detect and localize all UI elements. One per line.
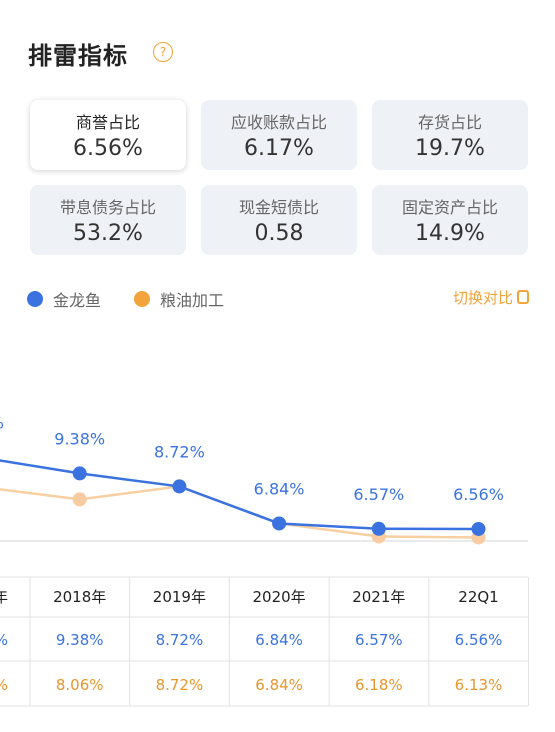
table-header: 2021年 — [352, 588, 405, 606]
table-cell: 6.56% — [455, 631, 503, 649]
table-header: 2020年 — [253, 588, 306, 606]
data-label: 8.72% — [154, 442, 205, 461]
data-label: 6.57% — [353, 485, 404, 504]
switch-button[interactable]: 切换对比 — [452, 289, 513, 307]
card-label: 现金短债比 — [238, 198, 319, 217]
legend-item[interactable]: 金龙鱼 — [27, 287, 101, 311]
card-label: 带息债务占比 — [59, 198, 156, 217]
data-label: 6.84% — [254, 479, 305, 498]
metric-card[interactable]: 固定资产占比 14.9% — [372, 185, 528, 255]
card-label: 固定资产占比 — [401, 198, 498, 217]
table-cell: 9.38% — [56, 631, 104, 649]
data-point — [272, 516, 287, 531]
data-point — [72, 492, 87, 507]
card-value: 0.58 — [254, 221, 304, 246]
data-point — [172, 479, 187, 494]
card-value: 6.56% — [73, 136, 143, 161]
table-cell: 6.84% — [255, 676, 303, 694]
table-cell: 8.72% — [156, 631, 204, 649]
table-cell: 6.84% — [255, 631, 303, 649]
table-cell: 8.06% — [56, 676, 104, 694]
metric-card[interactable]: 应收账款占比 6.17% — [201, 100, 357, 170]
data-point — [371, 521, 386, 536]
switch-icon[interactable] — [517, 290, 529, 304]
data-label: % — [0, 413, 4, 432]
metric-card[interactable]: 现金短债比 0.58 — [201, 185, 357, 255]
data-point — [371, 529, 386, 544]
legend-item[interactable]: 粮油加工 — [134, 287, 224, 311]
help-icon[interactable]: ? — [153, 42, 173, 62]
table-header: 22Q1 — [458, 588, 498, 606]
data-point — [72, 466, 87, 481]
data-point — [471, 530, 486, 545]
metric-card[interactable]: 商誉占比 6.56% — [30, 100, 186, 170]
table-cell: % — [0, 676, 8, 694]
metric-card[interactable]: 存货占比 19.7% — [372, 100, 528, 170]
legend-label: 粮油加工 — [160, 291, 225, 310]
legend-label: 金龙鱼 — [53, 291, 102, 310]
series-line — [0, 485, 479, 539]
card-value: 14.9% — [415, 221, 485, 246]
table-header: 2019年 — [153, 588, 206, 606]
legend-dot — [134, 291, 150, 307]
page-title: 排雷指标 — [28, 42, 128, 70]
card-label: 存货占比 — [417, 113, 482, 132]
table-header: 年 — [0, 588, 8, 606]
table-cell: 6.13% — [455, 676, 503, 694]
data-label: 9.38% — [54, 429, 105, 448]
data-label: 6.56% — [453, 485, 504, 504]
table-cell: 6.57% — [355, 631, 403, 649]
metric-card[interactable]: 带息债务占比 53.2% — [30, 185, 186, 255]
series-line — [0, 459, 479, 531]
table-cell: % — [0, 631, 8, 649]
data-point — [471, 521, 486, 536]
card-value: 53.2% — [73, 221, 143, 246]
card-value: 6.17% — [244, 136, 314, 161]
table-cell: 6.18% — [355, 676, 403, 694]
table-header: 2018年 — [53, 588, 106, 606]
card-label: 商誉占比 — [75, 113, 140, 132]
card-value: 19.7% — [415, 136, 485, 161]
table-cell: 8.72% — [156, 676, 204, 694]
data-point — [272, 516, 287, 531]
card-label: 应收账款占比 — [230, 113, 327, 132]
data-point — [172, 479, 187, 494]
legend-dot — [27, 291, 43, 307]
